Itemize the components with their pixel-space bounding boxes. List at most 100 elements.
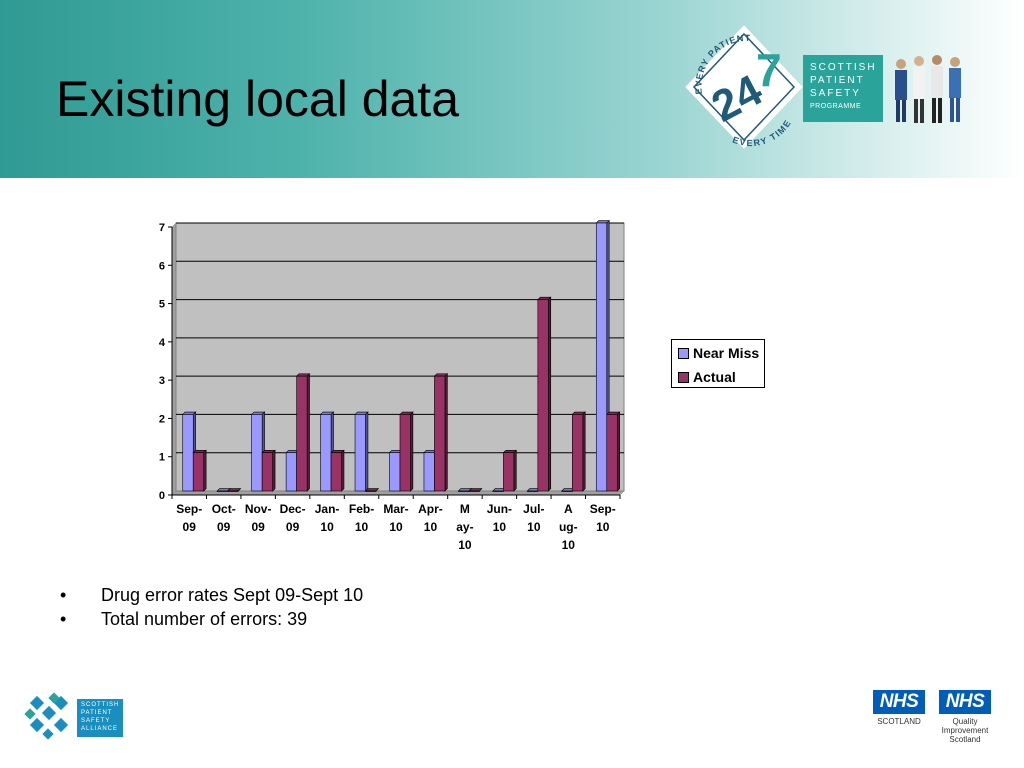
- legend-swatch: [678, 347, 689, 359]
- bar-near-miss: [354, 414, 366, 492]
- x-tick-label-line: 10: [527, 520, 541, 534]
- bar-near-miss: [285, 452, 297, 492]
- bar-actual: [192, 452, 205, 492]
- y-tick-label: 7: [159, 222, 165, 234]
- bullet-item: • Drug error rates Sept 09-Sept 10: [60, 583, 363, 607]
- x-tick-label-line: Sep-: [176, 502, 202, 516]
- x-tick-label-line: 10: [596, 520, 610, 534]
- bar-actual: [296, 375, 308, 492]
- drug-error-bar-chart: 01234567Sep-09Oct-09Nov-09Dec-09Jan-10Fe…: [159, 219, 625, 552]
- nhs-caption: SCOTLAND: [877, 717, 921, 726]
- bar-actual: [261, 452, 273, 492]
- alliance-line: SCOTTISH: [81, 702, 120, 708]
- bullet-marker: •: [60, 609, 67, 629]
- x-tick-label-line: 10: [493, 520, 507, 534]
- x-tick-label-line: 09: [217, 520, 231, 534]
- bar-side-actual: [582, 411, 586, 492]
- bar-near-miss: [561, 490, 573, 492]
- bar-near-miss: [492, 490, 504, 492]
- x-tick-label-line: 10: [562, 538, 576, 552]
- x-tick-label-line: 09: [183, 520, 197, 534]
- legend-swatch: [678, 371, 689, 383]
- programme-line: SCOTTISH: [810, 62, 877, 73]
- x-tick-label: Mar- 10: [383, 502, 408, 534]
- logo-number-7: 7: [756, 44, 782, 96]
- y-tick-label: 4: [159, 337, 166, 349]
- bar-near-miss: [458, 490, 470, 492]
- bar-near-miss: [423, 452, 435, 492]
- nhs-mark: NHS: [873, 690, 925, 714]
- bullet-list: • Drug error rates Sept 09-Sept 10 • Total…: [60, 583, 363, 631]
- x-tick-label-line: Nov-: [245, 502, 272, 516]
- plot-side-wall: [171, 222, 177, 496]
- bar-actual: [606, 414, 618, 492]
- x-tick-label: Nov- 09: [245, 502, 272, 534]
- x-tick-label-line: Sep-: [590, 502, 616, 516]
- legend-item-actual: Actual: [678, 369, 736, 385]
- bar-near-miss: [216, 490, 228, 492]
- y-tick-label: 3: [159, 375, 165, 387]
- bar-actual: [227, 490, 239, 492]
- x-tick-label-line: ay-: [456, 520, 473, 534]
- plot-floor: [171, 490, 625, 496]
- bar-actual: [537, 299, 549, 492]
- bar-actual: [468, 490, 480, 492]
- x-tick-label-line: Feb-: [349, 502, 374, 516]
- x-tick-label-line: Jul-: [523, 502, 544, 516]
- x-tick-label: Dec- 09: [280, 502, 306, 534]
- bar-side-near-miss: [365, 411, 369, 492]
- bar-side-actual: [616, 411, 620, 492]
- x-tick-label: Jan- 10: [315, 502, 340, 534]
- y-tick-label: 5: [159, 299, 165, 311]
- x-tick-label-line: Apr-: [418, 502, 443, 516]
- y-tick-label: 2: [159, 413, 165, 425]
- bar-actual: [503, 452, 515, 492]
- alliance-line: PATIENT: [81, 710, 113, 716]
- alliance-line: ALLIANCE: [81, 726, 119, 732]
- bar-side-actual: [306, 373, 310, 492]
- bullet-item: • Total number of errors: 39: [60, 607, 363, 631]
- y-tick-label: 1: [159, 452, 165, 464]
- x-tick-label-line: 10: [389, 520, 403, 534]
- bar-side-actual: [341, 449, 345, 492]
- healthcare-staff-image: [895, 55, 961, 123]
- bar-actual: [572, 414, 584, 492]
- legend-item-near-miss: Near Miss: [678, 345, 759, 361]
- chart-legend: Near Miss Actual: [671, 339, 765, 388]
- programme-line: PROGRAMME: [810, 103, 862, 110]
- x-tick-label-line: Oct-: [212, 502, 236, 516]
- staff-figure: [931, 55, 943, 123]
- x-tick-label: Feb- 10: [349, 502, 374, 534]
- bullet-text: Total number of errors: 39: [101, 609, 308, 629]
- bar-actual: [365, 490, 377, 492]
- bar-side-actual: [548, 296, 552, 492]
- x-tick-label-line: Dec-: [280, 502, 306, 516]
- bar-actual: [399, 414, 411, 492]
- programme-name-box: SCOTTISH PATIENT SAFETY PROGRAMME: [803, 55, 883, 122]
- patient-safety-alliance-logo: [24, 692, 69, 740]
- nhs-caption: Quality Improvement Scotland: [935, 717, 995, 744]
- x-tick-label: Sep- 09: [176, 502, 202, 534]
- x-tick-label-line: 10: [458, 538, 472, 552]
- bar-near-miss: [389, 452, 401, 492]
- nhs-caption-line: Improvement: [941, 726, 989, 735]
- bar-side-actual: [479, 488, 483, 492]
- nhs-quality-improvement-logo: NHS Quality Improvement Scotland: [935, 690, 995, 744]
- bar-near-miss: [182, 414, 194, 492]
- staff-figure: [949, 57, 961, 122]
- staff-figure: [913, 56, 925, 123]
- legend-label: Actual: [693, 369, 736, 385]
- bar-near-miss: [251, 414, 263, 492]
- every-patient-every-time-logo: EVERY PATIENT EVERY TIME 24 7: [685, 25, 803, 149]
- x-tick-label-line: 09: [251, 520, 265, 534]
- staff-figure: [895, 59, 907, 122]
- bar-side-actual: [513, 449, 517, 492]
- bullet-text: Drug error rates Sept 09-Sept 10: [101, 585, 364, 605]
- y-tick-label: 6: [159, 260, 165, 272]
- bullet-marker: •: [60, 585, 67, 605]
- x-tick-label-line: Mar-: [383, 502, 408, 516]
- x-tick-label: Jun- 10: [487, 502, 512, 534]
- bar-side-actual: [444, 373, 448, 492]
